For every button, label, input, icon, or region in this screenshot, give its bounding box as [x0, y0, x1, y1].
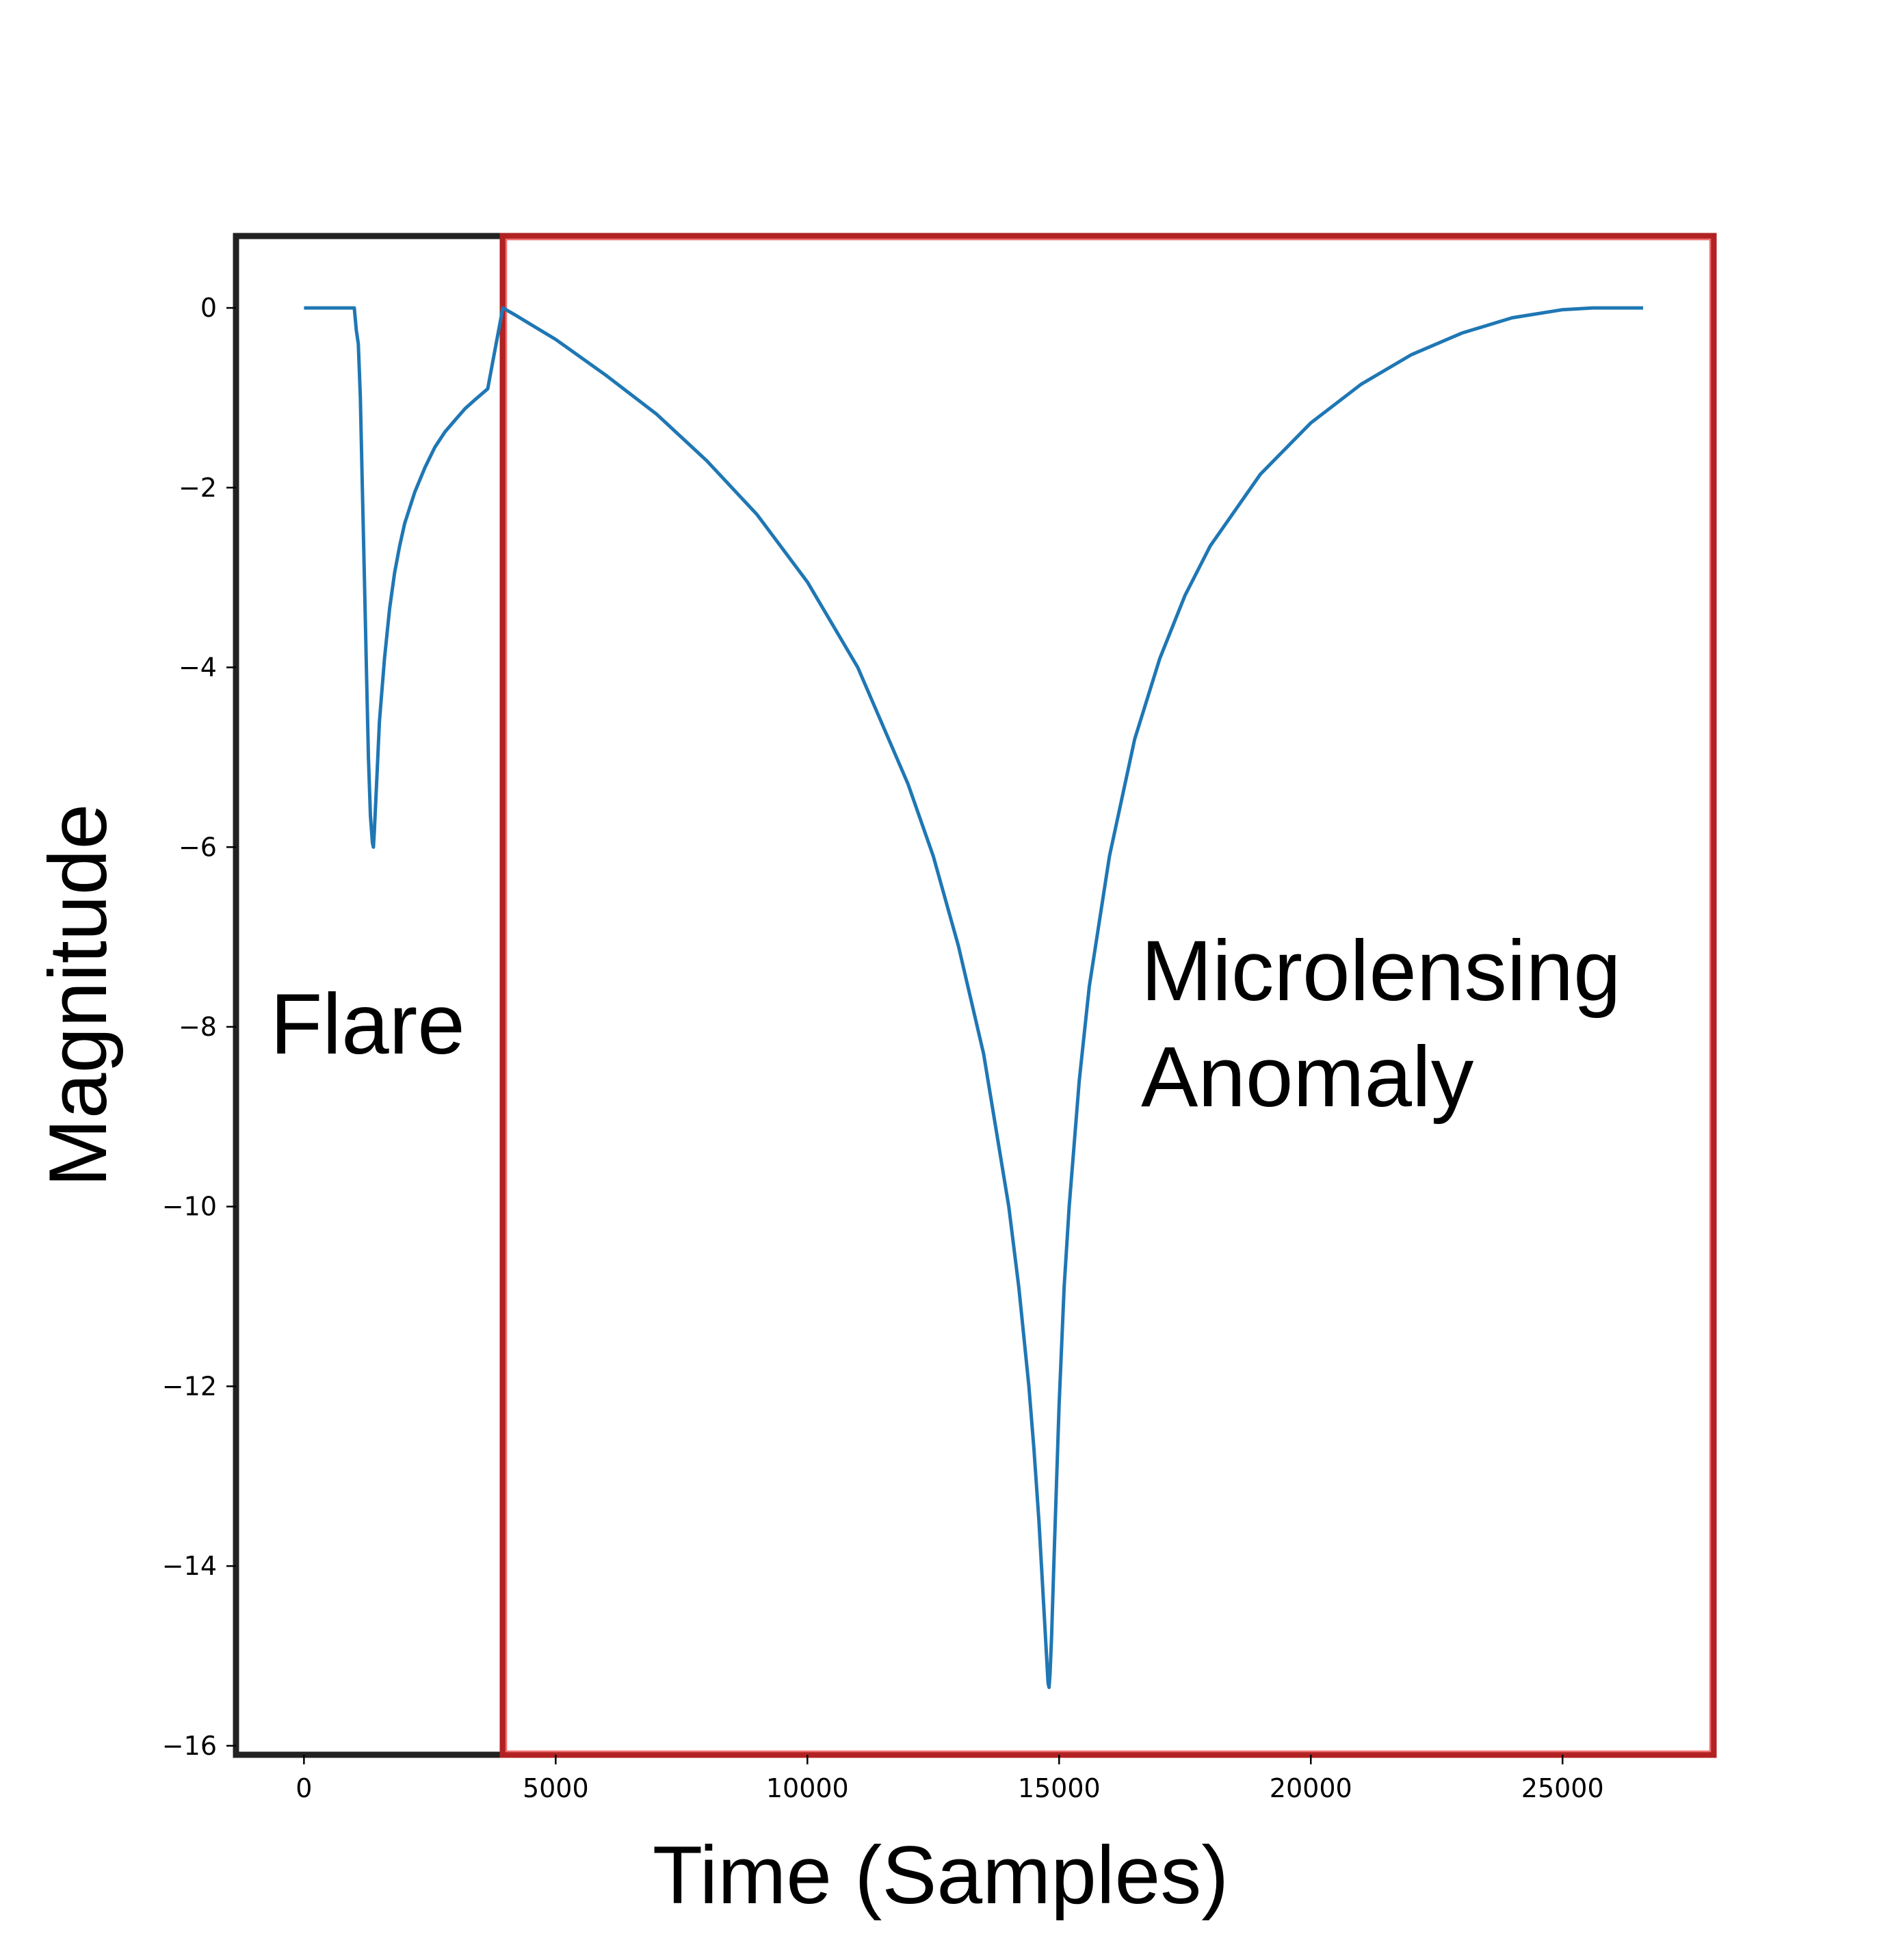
- y-tick-label: −10: [162, 1192, 217, 1222]
- y-tick-label: −2: [179, 473, 217, 503]
- y-tick-label: −14: [162, 1551, 217, 1581]
- x-tick-label: 10000: [766, 1773, 849, 1803]
- flare-label: Flare: [270, 977, 465, 1072]
- microlensing-region-box-highlight: [505, 238, 1712, 1753]
- series-line-0: [304, 306, 1643, 1689]
- y-tick-label: −12: [162, 1371, 217, 1401]
- series-layer: [304, 306, 1643, 1689]
- x-tick-label: 0: [296, 1773, 312, 1803]
- y-tick-label: −8: [179, 1012, 217, 1042]
- microlensing-region-box: [499, 233, 1717, 1758]
- x-tick-label: 20000: [1270, 1773, 1352, 1803]
- y-axis-title: Magnitude: [32, 804, 124, 1187]
- x-axis: 0 5000 10000 15000 20000 25000: [296, 1755, 1604, 1803]
- y-axis: 0 −2 −4 −6 −8 −10 −12 −14 −16: [162, 293, 236, 1761]
- microlensing-label: Microlensing: [1141, 924, 1621, 1019]
- x-tick-label: 15000: [1018, 1773, 1101, 1803]
- y-tick-label: 0: [200, 293, 217, 323]
- x-axis-title: Time (Samples): [653, 1829, 1229, 1921]
- plot-area: [233, 233, 1717, 1758]
- y-tick-label: −6: [179, 832, 217, 862]
- y-tick-label: −4: [179, 653, 217, 683]
- anomaly-label: Anomaly: [1141, 1030, 1474, 1125]
- x-tick-label: 5000: [523, 1773, 589, 1803]
- y-tick-label: −16: [162, 1731, 217, 1761]
- x-tick-label: 25000: [1521, 1773, 1604, 1803]
